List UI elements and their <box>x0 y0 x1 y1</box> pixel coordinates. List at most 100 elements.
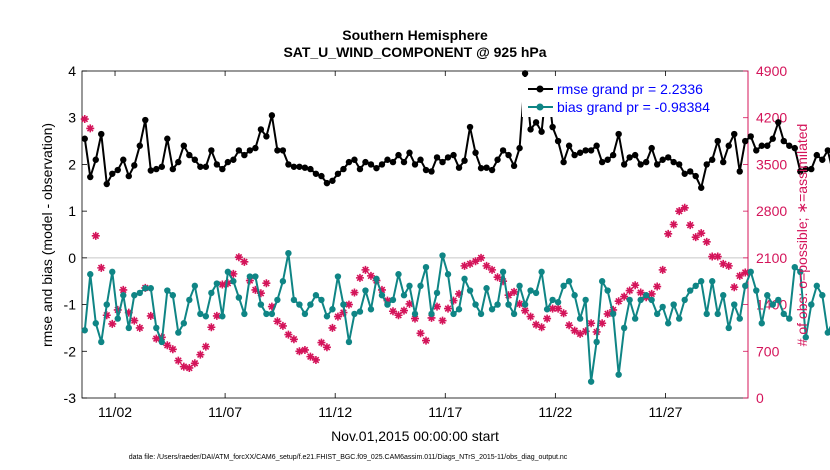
chart-title: Southern Hemisphere <box>342 27 488 43</box>
rmse-point <box>764 142 771 149</box>
obs-assimilated-point <box>306 352 315 361</box>
bias-point <box>494 301 501 308</box>
bias-point <box>246 273 254 280</box>
rmse-point <box>422 166 430 174</box>
obs-assimilated-point <box>636 288 645 297</box>
bias-point <box>747 268 754 276</box>
bias-point <box>114 315 121 322</box>
obs-assimilated-point <box>631 281 640 290</box>
bias-point <box>334 273 342 280</box>
legend: rmse grand pr = 2.2336 bias grand pr = -… <box>522 77 747 117</box>
obs-assimilated-point <box>185 363 194 372</box>
obs-assimilated-point <box>377 285 386 294</box>
bias-point <box>736 315 743 322</box>
obs-assimilated-point <box>328 323 337 332</box>
bias-point <box>120 292 127 299</box>
bias-point <box>703 310 710 318</box>
bias-point <box>609 310 617 318</box>
obs-assimilated-point <box>361 265 370 274</box>
obs-assimilated-point <box>240 257 249 266</box>
rmse-point <box>631 151 639 159</box>
rmse-point <box>692 172 699 180</box>
rmse-point <box>384 156 391 163</box>
obs-assimilated-point <box>284 330 293 339</box>
bias-point <box>378 292 386 299</box>
rmse-point <box>670 158 677 166</box>
bias-point <box>444 271 452 278</box>
obs-assimilated-point <box>526 312 535 321</box>
rmse-point <box>604 156 611 163</box>
rmse-point <box>301 164 309 171</box>
rmse-point <box>554 137 562 145</box>
bias-point <box>549 296 556 304</box>
rmse-point <box>98 130 105 138</box>
rmse-point <box>285 161 292 168</box>
rmse-point <box>136 142 143 149</box>
rmse-point <box>373 164 380 172</box>
rmse-point <box>252 144 259 152</box>
obs-assimilated-point <box>680 203 689 212</box>
bias-point <box>824 329 830 336</box>
obs-assimilated-point <box>735 271 744 280</box>
bias-point <box>186 296 193 304</box>
bias-point <box>263 310 270 318</box>
obs-assimilated-point <box>190 359 199 368</box>
rmse-point <box>698 184 705 191</box>
obs-assimilated-point <box>515 299 524 308</box>
obs-assimilated-point <box>482 261 491 270</box>
bias-point <box>389 296 397 304</box>
rmse-point <box>406 149 413 156</box>
bias-point <box>301 310 309 318</box>
bias-point <box>769 301 776 308</box>
obs-assimilated-point <box>499 277 508 286</box>
bias-point <box>753 287 760 294</box>
obs-assimilated-point <box>730 283 739 292</box>
bias-point <box>312 292 320 299</box>
rmse-point <box>103 180 110 188</box>
obs-assimilated-point <box>267 302 276 311</box>
rmse-point <box>477 164 485 172</box>
bias-point <box>543 306 551 313</box>
rmse-point <box>395 151 402 159</box>
bias-point <box>257 301 265 308</box>
rmse-point <box>626 154 633 161</box>
bias-point <box>213 280 221 287</box>
x-axis-label: Nov.01,2015 00:00:00 start <box>331 428 499 444</box>
y-right-tick-label: 4900 <box>756 63 787 79</box>
bias-point <box>698 278 705 285</box>
bias-point <box>362 287 369 294</box>
rmse-point <box>197 163 204 170</box>
rmse-point <box>775 119 782 126</box>
bias-point <box>384 301 391 308</box>
bias-point <box>758 320 765 327</box>
obs-assimilated-point <box>119 285 128 294</box>
rmse-point <box>681 170 688 177</box>
obs-assimilated-point <box>229 269 238 278</box>
obs-assimilated-point <box>174 356 183 365</box>
obs-assimilated-point <box>691 233 700 242</box>
rmse-point <box>813 151 821 159</box>
rmse-point <box>703 161 710 168</box>
rmse-point <box>516 144 523 152</box>
bias-point <box>169 292 177 299</box>
bias-point <box>219 313 226 320</box>
obs-assimilated-point <box>333 312 342 321</box>
bias-point <box>813 282 821 290</box>
rmse-point <box>142 116 149 124</box>
bias-point <box>279 278 287 285</box>
obs-assimilated-point <box>168 345 177 354</box>
bias-point <box>296 301 303 308</box>
obs-assimilated-point <box>488 265 497 274</box>
bias-point <box>659 303 666 311</box>
bias-point <box>323 313 331 320</box>
rmse-point <box>241 151 248 159</box>
obs-assimilated-point <box>653 282 662 291</box>
y-left-tick-label: -2 <box>64 343 77 359</box>
bias-point <box>510 310 518 318</box>
bias-point <box>604 287 611 294</box>
rmse-point <box>362 158 369 166</box>
x-tick-label: 11/17 <box>428 404 462 420</box>
bias-point <box>731 301 738 308</box>
legend-bias-label: bias grand pr = -0.98384 <box>557 99 710 115</box>
